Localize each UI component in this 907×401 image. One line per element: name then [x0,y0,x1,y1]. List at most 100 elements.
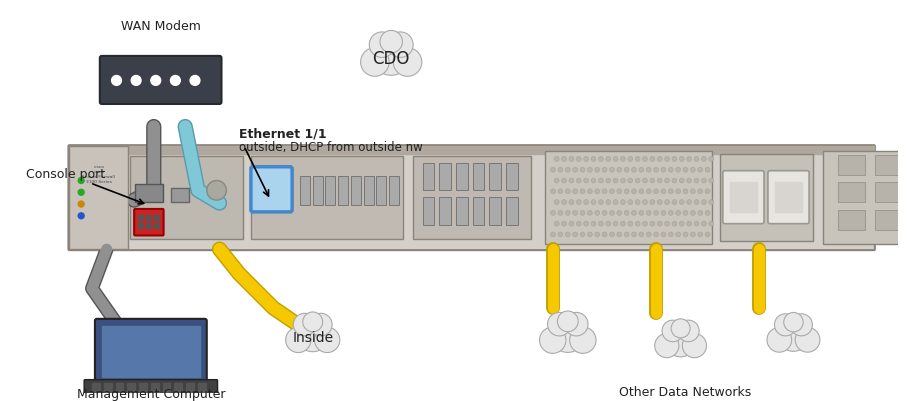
Circle shape [595,168,600,173]
Circle shape [620,200,626,205]
Circle shape [580,168,585,173]
Circle shape [572,168,578,173]
Circle shape [591,200,596,205]
Bar [473,164,484,191]
Bar [127,389,135,393]
Circle shape [650,178,655,184]
Bar [139,389,147,393]
Bar [837,156,865,175]
Circle shape [78,190,84,196]
Circle shape [576,200,581,205]
Circle shape [565,233,571,237]
Circle shape [558,311,578,332]
Circle shape [784,313,804,332]
Circle shape [558,168,563,173]
Bar [198,383,206,387]
Circle shape [678,320,699,342]
Bar [875,183,902,203]
Bar [506,164,518,191]
Circle shape [602,233,607,237]
Circle shape [705,168,710,173]
Circle shape [661,168,666,173]
Circle shape [679,222,684,227]
Circle shape [672,222,677,227]
Bar [439,164,451,191]
Bar [439,198,451,225]
Circle shape [694,200,699,205]
Circle shape [599,200,603,205]
Circle shape [624,233,629,237]
Bar [456,164,468,191]
Circle shape [387,33,414,58]
Circle shape [668,233,673,237]
Circle shape [540,327,566,353]
Circle shape [617,233,622,237]
FancyBboxPatch shape [768,171,809,224]
Circle shape [613,222,618,227]
Bar [154,215,159,220]
Bar [151,383,159,387]
Circle shape [687,222,692,227]
Circle shape [705,233,710,237]
FancyBboxPatch shape [84,380,218,395]
Circle shape [642,178,648,184]
Circle shape [551,233,555,237]
Circle shape [112,76,122,86]
Circle shape [551,211,555,216]
Circle shape [78,178,84,184]
Circle shape [650,222,655,227]
Circle shape [775,314,796,336]
Bar [162,383,171,387]
Circle shape [617,211,622,216]
Text: WAN Modem: WAN Modem [121,20,200,32]
Text: Inside: Inside [292,331,333,344]
Circle shape [708,178,714,184]
Circle shape [697,189,703,194]
Bar [875,211,902,230]
Circle shape [315,328,340,353]
Circle shape [683,211,688,216]
Circle shape [694,157,699,162]
Circle shape [639,233,644,237]
Bar [326,176,336,205]
Circle shape [599,157,603,162]
Circle shape [776,318,810,351]
Circle shape [132,76,141,86]
Circle shape [647,189,651,194]
Circle shape [647,233,651,237]
Circle shape [620,157,626,162]
Circle shape [665,222,669,227]
Bar [338,176,348,205]
Circle shape [554,178,559,184]
Circle shape [654,233,658,237]
Circle shape [790,314,813,336]
Circle shape [635,157,640,162]
Circle shape [613,157,618,162]
Bar [154,223,159,228]
Circle shape [550,317,586,352]
Circle shape [595,233,600,237]
Text: Other Data Networks: Other Data Networks [619,385,752,397]
Bar [186,383,194,387]
Circle shape [650,157,655,162]
Circle shape [668,168,673,173]
Bar [102,326,200,377]
Circle shape [569,157,574,162]
Bar [837,183,865,203]
Circle shape [708,157,714,162]
Circle shape [588,233,592,237]
Bar [162,389,171,393]
Text: cisco
cisco
Secure Firewall
3100 Series: cisco cisco Secure Firewall 3100 Series [83,164,115,183]
Circle shape [620,178,626,184]
Circle shape [576,222,581,227]
FancyBboxPatch shape [251,167,292,213]
Circle shape [610,168,614,173]
Circle shape [561,157,567,162]
Bar [171,189,189,203]
Bar [135,185,162,203]
Circle shape [613,200,618,205]
Circle shape [631,168,637,173]
Circle shape [654,211,658,216]
Text: Ethernet 1/1: Ethernet 1/1 [239,127,327,140]
Circle shape [628,222,633,227]
